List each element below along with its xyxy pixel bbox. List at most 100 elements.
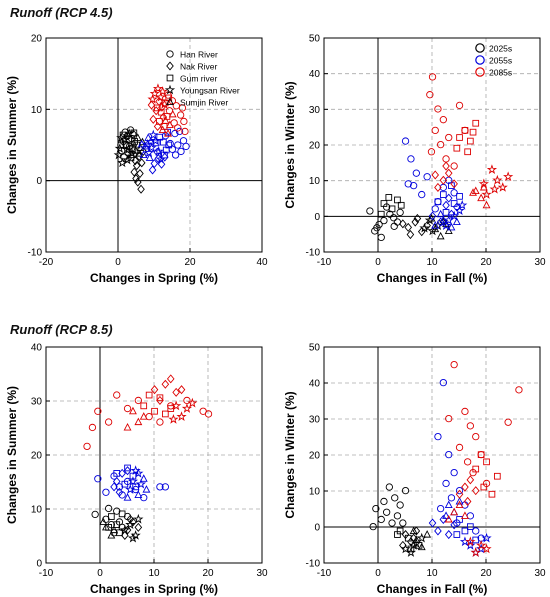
data-point-2025s-youngsan xyxy=(427,225,438,236)
legend-label-youngsan: Youngsan River xyxy=(180,86,240,96)
x-tick-label: 10 xyxy=(148,568,160,579)
y-tick-label: 30 xyxy=(309,415,321,426)
x-axis-label: Changes in Fall (%) xyxy=(377,271,488,285)
data-point-2025s-gum xyxy=(131,138,138,145)
data-point-2025s-han xyxy=(390,214,398,222)
data-point-2025s-han xyxy=(396,208,404,217)
data-point-2085s-han xyxy=(434,105,442,113)
data-point-2055s-nak xyxy=(436,217,445,227)
data-point-2085s-nak xyxy=(471,486,480,496)
data-point-2085s-han xyxy=(88,423,97,432)
data-point-2085s-gum xyxy=(145,391,153,399)
chart-panel-2: -10 0 10 20 30 -10 0 10 20 30 40 50 Changes in Fall … xyxy=(283,34,546,286)
data-point-2085s-nak xyxy=(172,387,180,397)
data-point-2085s-han xyxy=(455,101,464,110)
data-point-2055s-youngsan xyxy=(457,199,468,210)
data-point-2025s-youngsan xyxy=(405,547,417,557)
data-point-2025s-nak xyxy=(134,177,142,187)
data-point-2085s-gum xyxy=(483,458,490,466)
data-point-2085s-sumjin xyxy=(164,129,172,137)
y-tick-label: -10 xyxy=(306,559,321,570)
data-point-2055s-han xyxy=(171,151,180,159)
data-point-2085s-han xyxy=(178,104,187,112)
data-point-2085s-youngsan xyxy=(187,397,198,408)
x-axis-label: Changes in Spring (%) xyxy=(90,582,218,596)
data-point-2025s-nak xyxy=(132,161,141,171)
data-point-2085s-han xyxy=(466,422,474,430)
data-point-2085s-sumjin xyxy=(455,500,464,509)
data-point-2055s-nak xyxy=(123,466,132,476)
data-point-2085s-sumjin xyxy=(139,412,148,420)
data-point-2025s-sumjin xyxy=(409,526,418,534)
data-point-2025s-nak xyxy=(399,540,407,550)
data-point-2085s-han xyxy=(504,418,512,426)
data-point-2085s-gum xyxy=(488,490,496,498)
data-point-2085s-youngsan xyxy=(157,86,168,96)
data-point-2055s-youngsan xyxy=(130,465,141,476)
data-point-2055s-youngsan xyxy=(449,210,460,221)
data-point-2055s-gum xyxy=(156,133,164,141)
data-point-2025s-sumjin xyxy=(427,213,436,222)
data-point-2025s-han xyxy=(372,504,380,513)
data-point-2025s-sumjin xyxy=(431,224,440,233)
y-tick-label: 20 xyxy=(309,451,321,462)
data-point-2085s-youngsan xyxy=(171,400,182,411)
data-point-2055s-gum xyxy=(442,209,450,216)
y-axis-label: Changes in Winter (%) xyxy=(283,81,297,208)
data-point-2085s-han xyxy=(463,458,472,466)
y-tick-label: 30 xyxy=(31,397,43,408)
data-point-2055s-han xyxy=(174,141,182,149)
legend-marker-2085s xyxy=(475,67,485,77)
data-point-2055s-nak xyxy=(110,482,118,492)
data-point-2085s-nak xyxy=(466,475,475,485)
section-title-rcp45: Runoff (RCP 4.5) xyxy=(10,5,113,20)
y-tick-label: 30 xyxy=(309,105,321,116)
data-point-2055s-sumjin xyxy=(141,141,150,150)
data-point-2025s-sumjin xyxy=(442,219,450,227)
data-point-2025s-youngsan xyxy=(116,132,127,143)
data-point-2055s-sumjin xyxy=(144,133,153,141)
data-point-2085s-han xyxy=(426,91,434,99)
legend-marker-2025s xyxy=(475,43,485,53)
data-point-2085s-gum xyxy=(156,394,164,402)
data-point-2025s-nak xyxy=(137,158,146,168)
data-point-2055s-han xyxy=(442,479,450,488)
x-tick-label: 0 xyxy=(97,568,103,579)
data-point-2025s-gum xyxy=(122,142,130,150)
data-point-2085s-han xyxy=(123,404,132,413)
data-point-2085s-youngsan xyxy=(476,539,487,550)
data-point-2025s-youngsan xyxy=(125,519,136,530)
x-tick-label: -10 xyxy=(317,257,332,268)
data-point-2085s-han xyxy=(427,148,436,156)
data-point-2055s-sumjin xyxy=(431,221,440,229)
data-point-2055s-youngsan xyxy=(148,129,159,140)
data-point-2085s-youngsan xyxy=(486,164,498,174)
data-point-2085s-han xyxy=(461,126,469,135)
y-tick-label: 0 xyxy=(314,212,320,223)
data-point-2025s-sumjin xyxy=(444,226,453,234)
data-point-2085s-han xyxy=(450,162,458,170)
legend-label-gum: Gum river xyxy=(180,74,217,84)
data-point-2025s-nak xyxy=(411,217,420,227)
data-point-2025s-youngsan xyxy=(119,524,130,535)
data-point-2085s-gum xyxy=(140,402,148,410)
data-point-2025s-youngsan xyxy=(119,133,130,144)
data-point-2025s-han xyxy=(91,510,99,519)
data-point-2055s-han xyxy=(182,142,190,151)
data-point-2085s-youngsan xyxy=(481,189,492,199)
data-point-2085s-nak xyxy=(450,179,458,189)
y-tick-label: 0 xyxy=(314,523,320,534)
data-point-2055s-han xyxy=(156,483,164,491)
x-tick-label: 20 xyxy=(184,257,196,268)
x-tick-label: -10 xyxy=(317,568,332,579)
data-point-2055s-gum xyxy=(434,198,442,206)
data-point-2085s-nak xyxy=(150,385,159,395)
data-point-2055s-sumjin xyxy=(455,496,464,505)
data-point-2025s-youngsan xyxy=(124,128,135,138)
data-point-2055s-sumjin xyxy=(439,215,448,224)
chart-panel-1: -20 0 20 40 -10 0 10 20 Changes in Spring (%) Cha… xyxy=(5,34,268,286)
data-point-2055s-gum xyxy=(113,470,121,477)
data-point-2085s-gum xyxy=(480,483,488,491)
data-point-2085s-sumjin xyxy=(168,109,177,118)
